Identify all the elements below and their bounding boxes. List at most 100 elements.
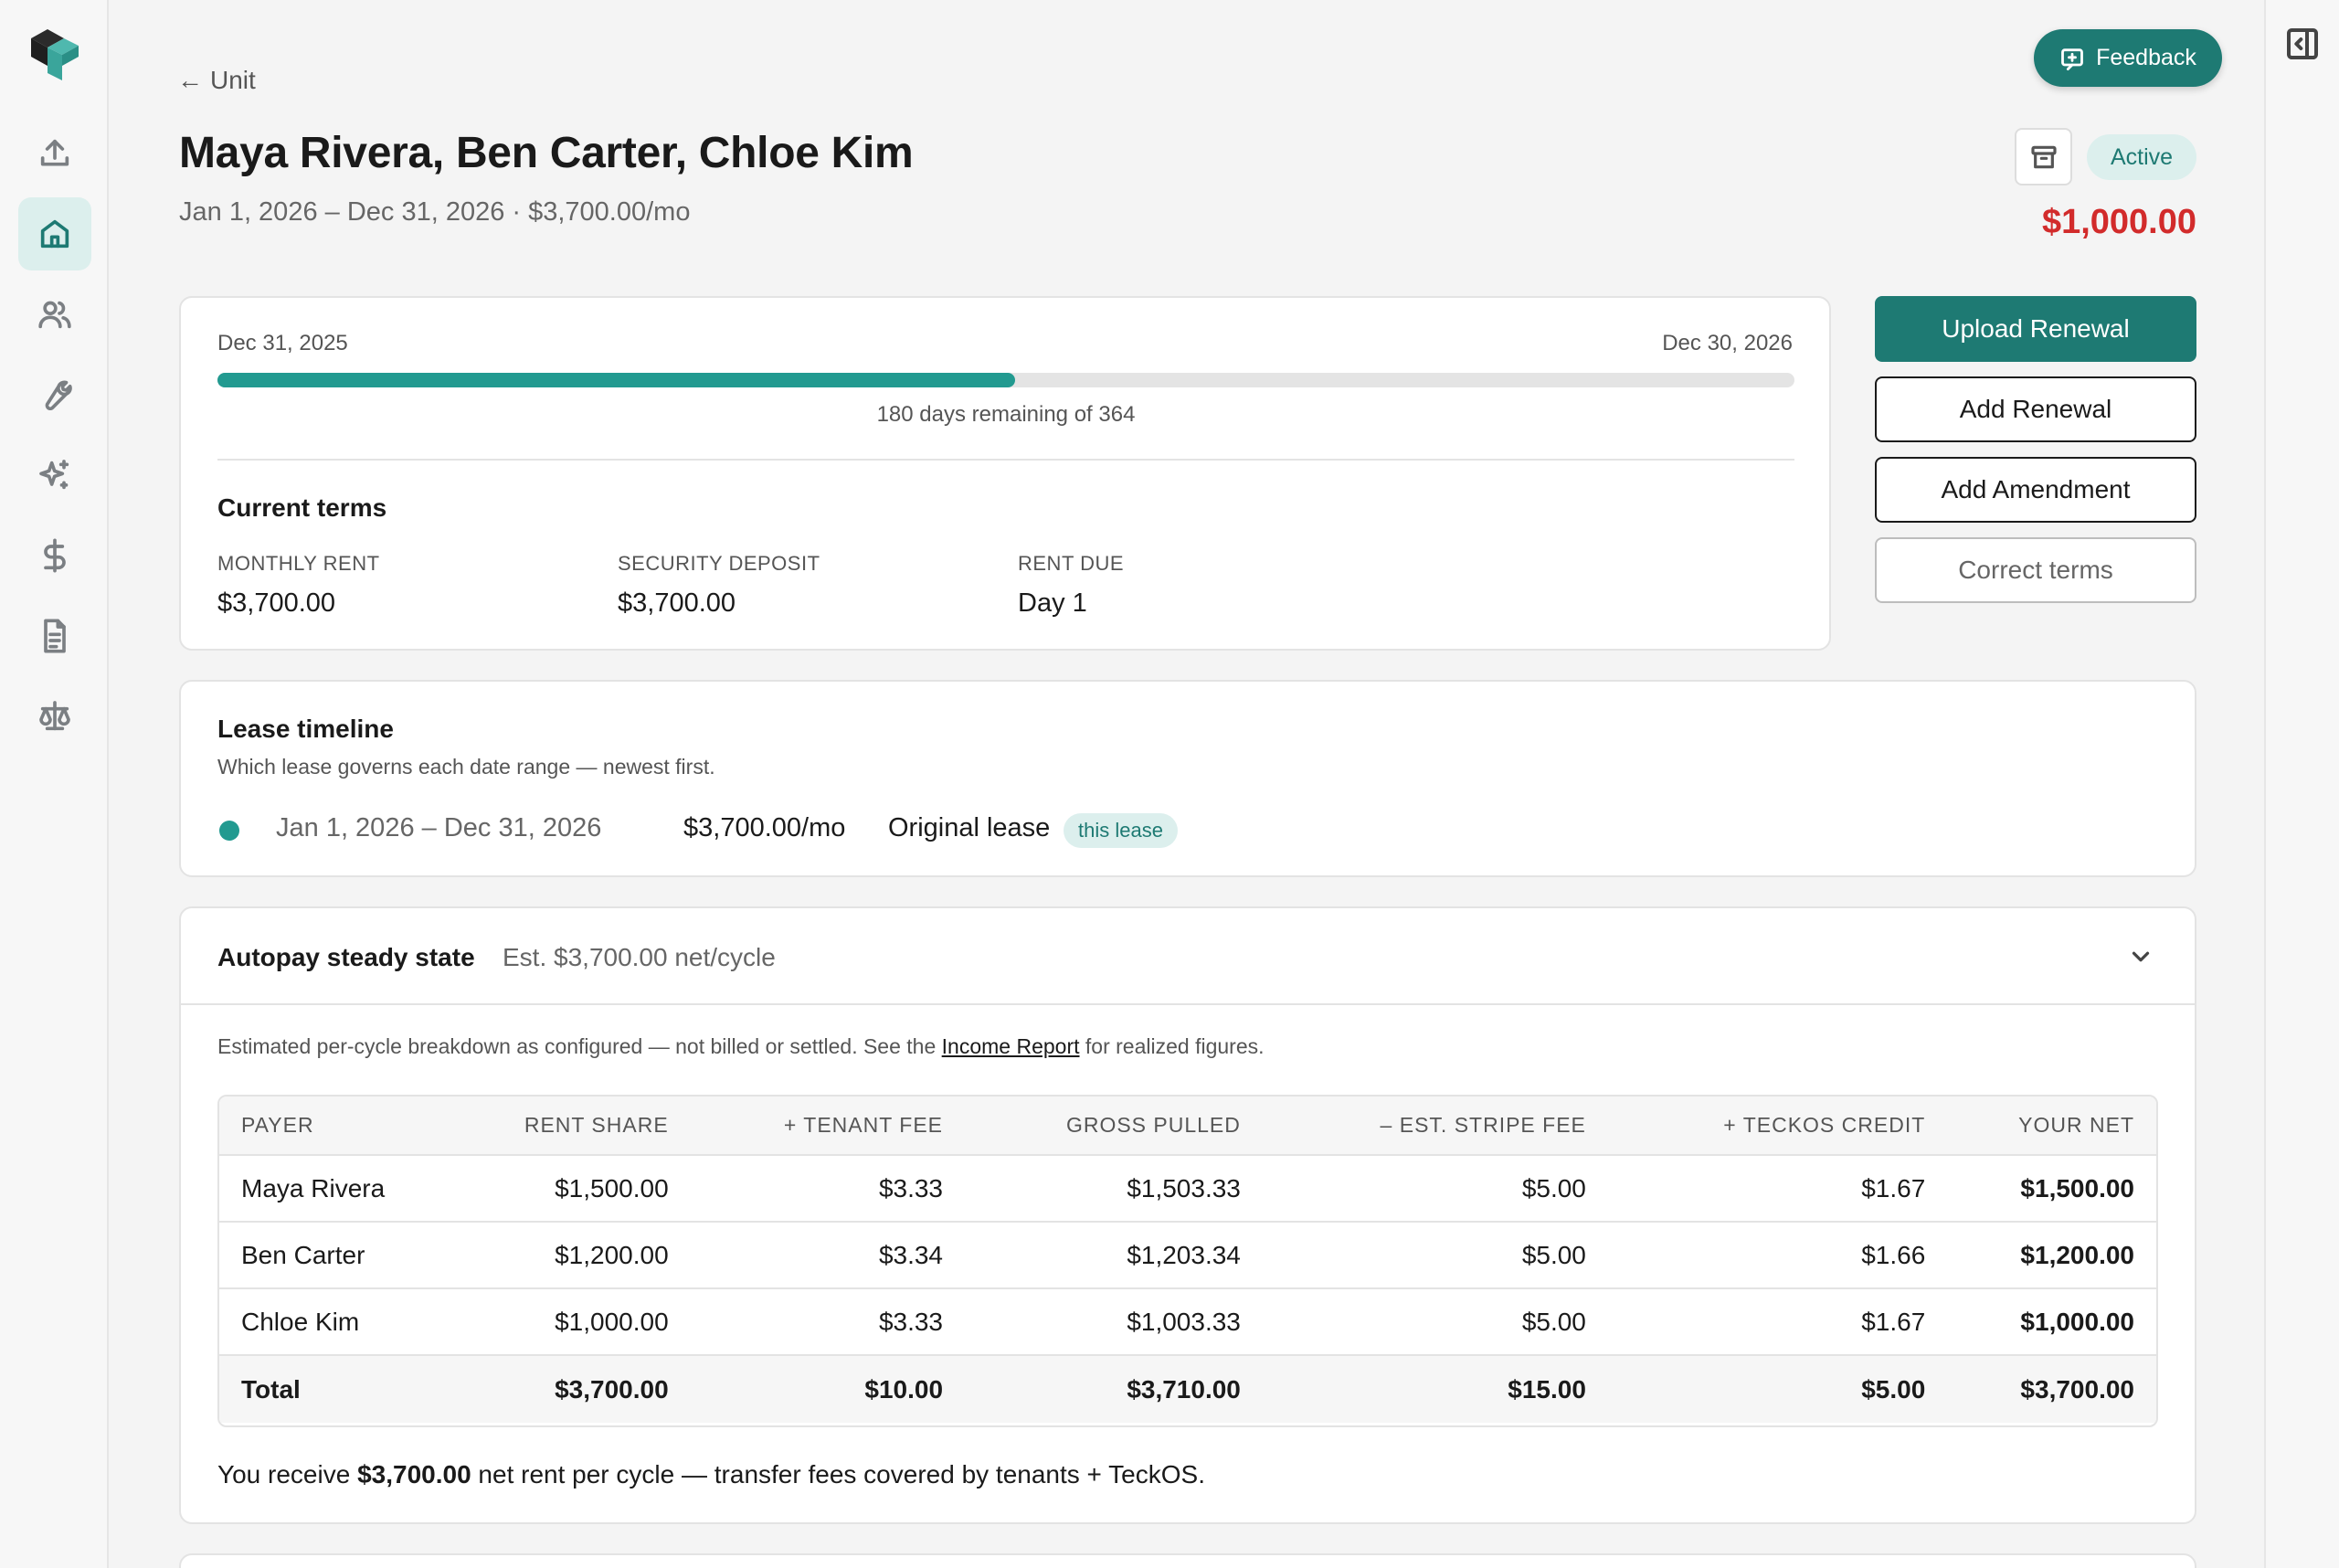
archive-button[interactable] xyxy=(2015,128,2072,185)
table-cell: $1,503.33 xyxy=(965,1155,1263,1223)
table-cell: $5.00 xyxy=(1262,1155,1608,1223)
timeline-amount: $3,700.00/mo xyxy=(683,813,846,842)
column-header: + TENANT FEE xyxy=(690,1097,966,1156)
table-cell: $1,500.00 xyxy=(439,1155,691,1223)
left-nav xyxy=(0,0,109,1568)
table-cell: $1.67 xyxy=(1607,1155,1948,1223)
table-row: Maya Rivera $1,500.00 $3.33 $1,503.33 $5… xyxy=(219,1155,2156,1223)
table-cell: $3.33 xyxy=(690,1155,966,1223)
table-cell: $1,200.00 xyxy=(439,1222,691,1289)
correct-terms-button[interactable]: Correct terms xyxy=(1875,537,2196,603)
term-progress-bar xyxy=(217,373,1794,387)
term-progress-fill xyxy=(217,373,1016,387)
total-cell: $5.00 xyxy=(1607,1354,1948,1423)
current-terms-heading: Current terms xyxy=(217,493,387,522)
table-cell: $5.00 xyxy=(1262,1222,1608,1289)
upload-renewal-button[interactable]: Upload Renewal xyxy=(1875,296,2196,362)
column-header: – EST. STRIPE FEE xyxy=(1262,1097,1608,1156)
users-icon xyxy=(38,301,71,329)
term-label: MONTHLY RENT xyxy=(217,552,380,575)
term-rent-due: RENT DUE Day 1 xyxy=(1018,552,1124,619)
panel-toggle[interactable] xyxy=(2284,26,2321,62)
total-cell: $10.00 xyxy=(690,1354,966,1423)
total-label: Total xyxy=(219,1354,439,1423)
scales-icon xyxy=(39,701,70,731)
net-cell: $1,500.00 xyxy=(1947,1155,2156,1223)
days-remaining: 180 days remaining of 364 xyxy=(876,402,1136,427)
term-label: SECURITY DEPOSIT xyxy=(618,552,820,575)
upload-icon xyxy=(40,139,69,166)
income-report-link[interactable]: Income Report xyxy=(941,1034,1080,1058)
nav-ai[interactable] xyxy=(18,439,91,512)
balance-amount: $1,000.00 xyxy=(2041,203,2196,241)
nav-payments[interactable] xyxy=(18,519,91,592)
feedback-label: Feedback xyxy=(2096,45,2196,70)
nav-home[interactable] xyxy=(18,197,91,270)
footer-net-amount: $3,700.00 xyxy=(357,1460,471,1489)
term-monthly-rent: MONTHLY RENT $3,700.00 xyxy=(217,552,380,619)
autopay-title: Autopay steady state xyxy=(217,943,475,971)
app-logo[interactable] xyxy=(27,26,82,84)
column-header: YOUR NET xyxy=(1947,1097,2156,1156)
column-header: RENT SHARE xyxy=(439,1097,691,1156)
table-cell: $1.67 xyxy=(1607,1288,1948,1356)
term-security-deposit: SECURITY DEPOSIT $3,700.00 xyxy=(618,552,820,619)
table-cell: $1,003.33 xyxy=(965,1288,1263,1356)
nav-upload[interactable] xyxy=(18,117,91,190)
sidebar-collapse-icon xyxy=(2287,28,2318,59)
table-cell: $3.34 xyxy=(690,1222,966,1289)
table-cell: $5.00 xyxy=(1262,1288,1608,1356)
table-header-row: PAYER RENT SHARE + TENANT FEE GROSS PULL… xyxy=(219,1097,2156,1156)
total-row: Total $3,700.00 $10.00 $3,710.00 $15.00 … xyxy=(219,1354,2156,1423)
back-link[interactable]: ← Unit xyxy=(177,66,256,95)
autopay-header[interactable]: Autopay steady state Est. $3,700.00 net/… xyxy=(181,908,2195,1005)
footer-text: net rent per cycle — transfer fees cover… xyxy=(471,1460,1205,1489)
nav-documents[interactable] xyxy=(18,599,91,673)
lease-term-card: Dec 31, 2025 Dec 30, 2026 180 days remai… xyxy=(179,296,1831,651)
nav-people[interactable] xyxy=(18,278,91,351)
nav-legal[interactable] xyxy=(18,680,91,753)
column-header: + TECKOS CREDIT xyxy=(1607,1097,1948,1156)
column-header: PAYER xyxy=(219,1097,439,1156)
document-icon xyxy=(44,619,66,653)
right-rail xyxy=(2264,0,2339,1568)
payer-cell: Ben Carter xyxy=(219,1222,439,1289)
back-arrow-icon: ← xyxy=(177,66,203,94)
net-cell: $1,000.00 xyxy=(1947,1288,2156,1356)
feedback-icon xyxy=(2061,48,2083,70)
column-header: GROSS PULLED xyxy=(965,1097,1263,1156)
wrench-icon xyxy=(45,380,72,411)
timeline-range: Jan 1, 2026 – Dec 31, 2026 xyxy=(276,813,602,842)
this-lease-badge: this lease xyxy=(1064,813,1178,848)
total-cell: $3,700.00 xyxy=(439,1354,691,1423)
note-text: for realized figures. xyxy=(1079,1034,1265,1058)
feedback-button[interactable]: Feedback xyxy=(2034,29,2222,87)
note-text: Estimated per-cycle breakdown as configu… xyxy=(217,1034,942,1058)
table-cell: $1,203.34 xyxy=(965,1222,1263,1289)
total-cell: $3,700.00 xyxy=(1947,1354,2156,1423)
term-value: $3,700.00 xyxy=(618,588,736,618)
archive-icon xyxy=(2030,145,2057,168)
lease-summary: Jan 1, 2026 – Dec 31, 2026 · $3,700.00/m… xyxy=(179,197,691,227)
table-cell: $3.33 xyxy=(690,1288,966,1356)
autopay-estimate: Est. $3,700.00 net/cycle xyxy=(503,943,776,971)
term-end-date: Dec 30, 2026 xyxy=(1662,331,1793,355)
term-value: Day 1 xyxy=(1018,588,1087,618)
add-amendment-button[interactable]: Add Amendment xyxy=(1875,457,2196,523)
page-title: Maya Rivera, Ben Carter, Chloe Kim xyxy=(179,129,914,177)
home-icon xyxy=(40,219,69,249)
status-badge: Active xyxy=(2087,134,2196,180)
lease-timeline-card: Lease timeline Which lease governs each … xyxy=(179,680,2196,877)
nav-maintenance[interactable] xyxy=(18,358,91,431)
timeline-subtitle: Which lease governs each date range — ne… xyxy=(217,755,715,779)
sparkle-icon xyxy=(39,460,69,490)
payer-cell: Maya Rivera xyxy=(219,1155,439,1223)
footer-text: You receive xyxy=(217,1460,358,1489)
autopay-footer: You receive $3,700.00 net rent per cycle… xyxy=(217,1460,1205,1489)
collapse-toggle[interactable] xyxy=(2127,943,2154,970)
total-cell: $3,710.00 xyxy=(965,1354,1263,1423)
add-renewal-button[interactable]: Add Renewal xyxy=(1875,376,2196,442)
table-cell: $1,000.00 xyxy=(439,1288,691,1356)
divider xyxy=(217,459,1794,461)
table-row: Chloe Kim $1,000.00 $3.33 $1,003.33 $5.0… xyxy=(219,1288,2156,1356)
